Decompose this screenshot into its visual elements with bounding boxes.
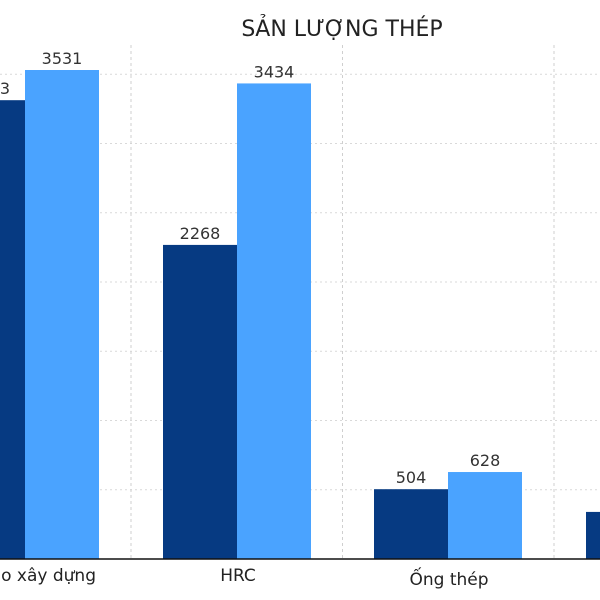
category-tick-label: o xây dựng <box>1 566 96 586</box>
category-tick-label: Ống thép <box>409 566 488 590</box>
bar-series2-2 <box>448 472 522 559</box>
bar-series1-3 <box>586 511 600 559</box>
bar-series1-1 <box>163 244 237 559</box>
bar-series1-2 <box>374 489 448 559</box>
category-tick-label: HRC <box>220 566 256 586</box>
bar-series1-0 <box>0 100 25 560</box>
labels: 3 2268 504 3531 3434 628 o xây dựng HRC Ống thép <box>0 49 500 590</box>
data-label: 504 <box>396 468 427 487</box>
data-label: 2268 <box>180 224 221 243</box>
bars <box>0 70 600 560</box>
data-label: 3531 <box>42 49 83 68</box>
chart-title: SẢN LƯỢNG THÉP <box>241 15 442 42</box>
data-label: 3434 <box>254 62 295 81</box>
data-label: 3 <box>0 79 10 98</box>
data-label: 628 <box>470 451 501 470</box>
bar-series2-0 <box>25 70 99 559</box>
bar-series2-1 <box>237 83 311 560</box>
